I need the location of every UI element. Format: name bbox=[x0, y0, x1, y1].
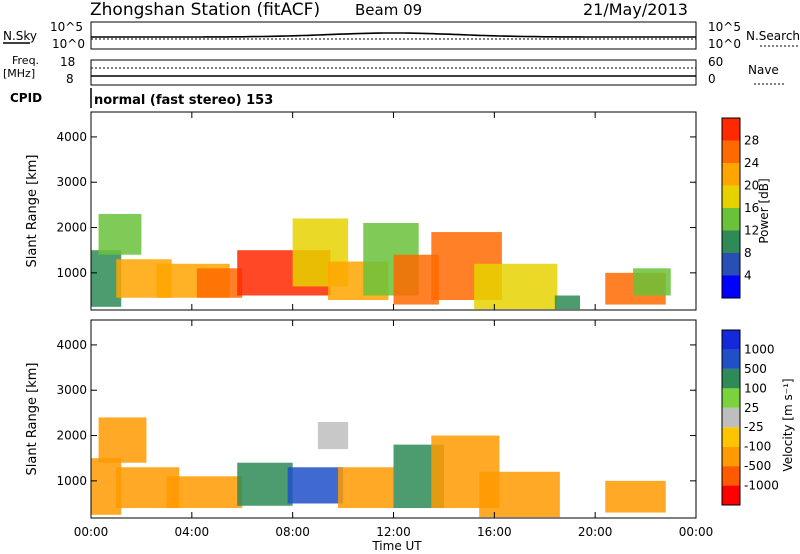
nsky-tick-bottom: 10^0 bbox=[52, 37, 85, 51]
nsky-label: N.Sky bbox=[3, 29, 37, 43]
x-tick-label: 04:00 bbox=[175, 525, 210, 539]
x-tick-label: 00:00 bbox=[679, 525, 714, 539]
power-colorbar-tick: 24 bbox=[744, 156, 759, 170]
velocity-cell-7 bbox=[338, 467, 394, 509]
x-axis-label: Time UT bbox=[371, 539, 422, 553]
nave-label: Nave bbox=[748, 63, 779, 77]
chart-title: Zhongshan Station (fitACF) bbox=[90, 0, 320, 20]
velocity-cell-3 bbox=[166, 476, 243, 509]
velocity-cell-10 bbox=[479, 471, 560, 518]
date-label: 21/May/2013 bbox=[583, 0, 688, 19]
power-cell-4 bbox=[196, 268, 243, 298]
power-cell-1 bbox=[98, 213, 142, 255]
nave-tick-bottom: 0 bbox=[708, 72, 716, 86]
velocity-colorbar-tick: -500 bbox=[744, 459, 771, 473]
velocity-y-tick-label: 1000 bbox=[56, 474, 87, 488]
power-colorbar-segment bbox=[722, 275, 740, 298]
velocity-colorbar-frame bbox=[721, 329, 741, 506]
cpid-label: CPID bbox=[10, 91, 42, 105]
freq-label: Freq. bbox=[12, 54, 39, 67]
power-colorbar-segment bbox=[722, 208, 740, 231]
power-cell-12 bbox=[554, 295, 581, 310]
velocity-colorbar-tick: 1000 bbox=[744, 342, 775, 356]
velocity-cell-6 bbox=[317, 421, 349, 450]
x-tick-label: 12:00 bbox=[376, 525, 411, 539]
power-colorbar-segment bbox=[722, 230, 740, 253]
velocity-colorbar-segment bbox=[722, 349, 740, 369]
power-colorbar-tick: 4 bbox=[744, 269, 752, 283]
velocity-colorbar-segment bbox=[722, 330, 740, 350]
nsky-series-line bbox=[91, 32, 696, 38]
velocity-cell-1 bbox=[98, 417, 147, 463]
power-colorbar-segment bbox=[722, 253, 740, 276]
velocity-colorbar-segment bbox=[722, 427, 740, 447]
velocity-y-tick-label: 2000 bbox=[56, 429, 87, 443]
nave-tick-top: 60 bbox=[708, 55, 723, 69]
velocity-colorbar-segment bbox=[722, 446, 740, 467]
velocity-colorbar-tick: 25 bbox=[744, 401, 759, 415]
power-colorbar-tick: 8 bbox=[744, 246, 752, 260]
velocity-panel: 1000 2000 3000 4000 Slant Range [km] bbox=[25, 319, 697, 519]
velocity-y-tick-label: 4000 bbox=[56, 338, 87, 352]
nsearch-label: N.Search bbox=[746, 29, 800, 43]
velocity-colorbar-tick: -1000 bbox=[744, 479, 779, 493]
power-colorbar-segment bbox=[722, 185, 740, 208]
beam-label: Beam 09 bbox=[355, 1, 422, 19]
velocity-colorbar-tick: -100 bbox=[744, 440, 771, 454]
velocity-cell-4 bbox=[237, 462, 293, 506]
power-colorbar-tick: 28 bbox=[744, 134, 759, 148]
power-cell-11 bbox=[474, 263, 558, 310]
freq-panel: Freq. [MHz] 18 8 60 0 Nave bbox=[3, 54, 784, 86]
velocity-y-axis-label: Slant Range [km] bbox=[25, 363, 40, 476]
time-x-axis: 00:00 04:00 08:00 12:00 16:00 20:00 00:00 bbox=[74, 112, 714, 539]
cpid-value: normal (fast stereo) 153 bbox=[94, 93, 273, 108]
velocity-colorbar-segment bbox=[722, 466, 740, 486]
x-tick-label: 16:00 bbox=[477, 525, 512, 539]
power-y-tick-label: 3000 bbox=[56, 175, 87, 189]
power-data-cells bbox=[91, 213, 671, 310]
velocity-data-cells bbox=[91, 417, 666, 518]
velocity-cell-5 bbox=[287, 467, 344, 504]
power-y-axis: 1000 2000 3000 4000 bbox=[56, 130, 696, 280]
velocity-colorbar-segment bbox=[722, 388, 740, 408]
nsearch-tick-bottom: 10^0 bbox=[708, 37, 741, 51]
power-y-tick-label: 4000 bbox=[56, 130, 87, 144]
x-tick-label: 00:00 bbox=[74, 525, 109, 539]
power-panel: 1000 2000 3000 4000 Slant Range [km] bbox=[25, 111, 697, 311]
power-colorbar-tick: 16 bbox=[744, 201, 759, 215]
power-colorbar-segment bbox=[722, 118, 740, 141]
x-tick-label: 20:00 bbox=[578, 525, 613, 539]
nsky-tick-top: 10^5 bbox=[50, 20, 83, 34]
velocity-colorbar-segment bbox=[722, 407, 740, 428]
nsearch-tick-top: 10^5 bbox=[708, 20, 741, 34]
freq-unit-label: [MHz] bbox=[3, 67, 35, 80]
x-tick-label: 08:00 bbox=[275, 525, 310, 539]
nsky-panel: N.Sky 10^5 10^0 10^5 10^0 N.Search bbox=[3, 20, 800, 51]
power-colorbar-tick: 20 bbox=[744, 179, 759, 193]
power-colorbar-title: Power [dB] bbox=[757, 178, 771, 243]
freq-tick-top: 18 bbox=[60, 55, 75, 69]
velocity-colorbar: -1000 -500 -100 -25 25 100 500 1000 bbox=[721, 329, 779, 506]
freq-tick-bottom: 8 bbox=[66, 72, 74, 86]
velocity-colorbar-title: Velocity [m s⁻¹] bbox=[781, 378, 795, 471]
power-colorbar-tick: 12 bbox=[744, 224, 759, 238]
velocity-colorbar-segment bbox=[722, 368, 740, 389]
velocity-y-axis: 1000 2000 3000 4000 bbox=[56, 338, 696, 488]
velocity-y-tick-label: 3000 bbox=[56, 383, 87, 397]
velocity-cell-11 bbox=[605, 480, 666, 513]
power-cell-14 bbox=[632, 268, 671, 296]
velocity-colorbar-segment bbox=[722, 485, 740, 505]
power-colorbar: 4 8 12 16 20 24 28 bbox=[721, 117, 759, 299]
power-colorbar-frame bbox=[721, 117, 741, 299]
velocity-colorbar-tick: -25 bbox=[744, 420, 764, 434]
power-colorbar-segment bbox=[722, 163, 740, 186]
power-y-tick-label: 1000 bbox=[56, 266, 87, 280]
power-y-axis-label: Slant Range [km] bbox=[25, 155, 40, 268]
velocity-colorbar-tick: 100 bbox=[744, 381, 767, 395]
power-y-tick-label: 2000 bbox=[56, 221, 87, 235]
power-colorbar-segment bbox=[722, 140, 740, 163]
velocity-colorbar-tick: 500 bbox=[744, 362, 767, 376]
